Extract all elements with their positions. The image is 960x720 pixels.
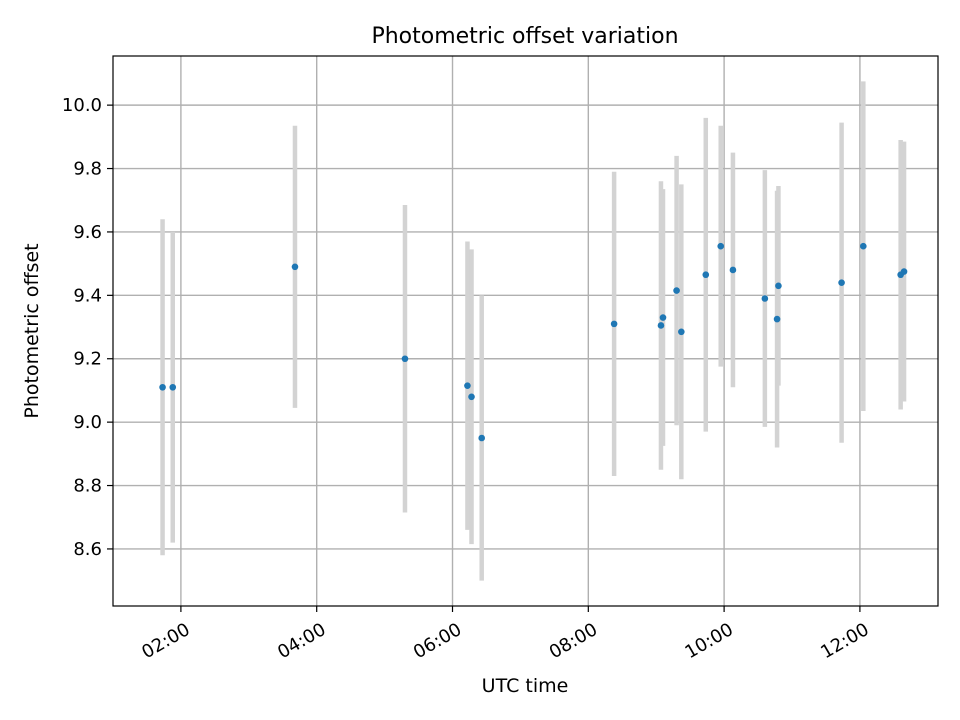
data-point [717,242,725,250]
data-point [702,271,710,279]
data-point [838,279,845,286]
x-tick-label: 04:00 [274,619,329,663]
data-point [761,295,769,302]
y-tick-label: 9.0 [73,412,102,433]
y-tick-label: 8.8 [73,476,102,497]
data-point [159,383,166,391]
data-point [169,383,177,391]
y-tick-label: 9.8 [73,159,102,180]
data-point [464,382,471,389]
x-axis-label: UTC time [482,675,569,697]
data-point [401,355,409,363]
data-point [478,434,486,442]
data-point [468,393,475,401]
data-point [860,242,867,250]
x-axis-ticks: 02:00 04:00 06:00 08:00 10:00 12:00 [138,606,873,663]
y-tick-label: 9.6 [73,222,102,243]
error-bars [160,81,907,581]
data-point [673,287,680,294]
data-point [900,268,908,275]
y-tick-label: 9.2 [73,349,102,370]
data-points [159,242,908,442]
y-tick-label: 8.6 [73,539,102,560]
plot-frame [112,55,939,607]
data-point [657,322,665,329]
chart-title: Photometric offset variation [371,24,678,49]
x-tick-label: 12:00 [817,619,872,663]
data-point [610,320,618,328]
y-axis-label: Photometric offset [21,243,43,418]
y-tick-label: 9.4 [73,285,102,306]
x-tick-label: 06:00 [410,619,465,663]
data-point [659,314,667,321]
grid-lines [113,56,938,606]
data-point [678,328,685,336]
x-tick-label: 08:00 [546,619,601,663]
data-point [775,282,782,290]
data-point [291,263,299,271]
data-point [773,315,781,323]
data-point [729,266,737,274]
y-axis-ticks: 8.6 8.8 9.0 9.2 9.4 9.6 9.8 10.0 [62,95,113,560]
x-tick-label: 10:00 [681,619,736,663]
x-tick-label: 02:00 [138,619,193,663]
y-tick-label: 10.0 [62,95,102,116]
